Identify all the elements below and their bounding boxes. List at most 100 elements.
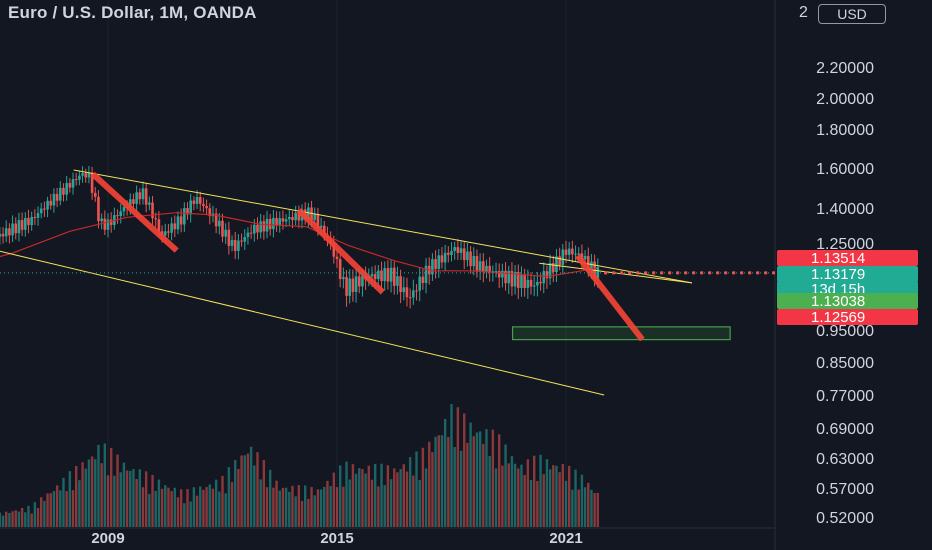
candle	[221, 220, 224, 237]
volume-bar	[564, 480, 568, 527]
volume-bar	[488, 456, 491, 527]
volume-bar	[278, 490, 281, 527]
candle	[431, 259, 434, 275]
volume-bar	[52, 491, 56, 527]
candle	[109, 219, 113, 225]
candle	[380, 270, 383, 282]
candle	[389, 267, 393, 282]
candle	[497, 271, 501, 278]
candle	[17, 220, 21, 234]
price-label-box	[777, 266, 918, 282]
candle	[558, 256, 561, 265]
volume-bar	[1, 515, 5, 527]
volume-bar	[214, 479, 218, 527]
volume-bar	[59, 490, 62, 527]
x-tick-label: 2009	[91, 530, 124, 547]
volume-bar	[577, 489, 580, 527]
volume-bar	[590, 489, 593, 527]
volume-bar	[5, 511, 8, 527]
candle	[233, 240, 237, 251]
candle	[138, 192, 142, 200]
volume-bar	[27, 505, 30, 527]
volume-bar	[259, 479, 262, 527]
candle	[39, 208, 43, 214]
volume-bar	[389, 479, 393, 527]
volume-bar	[224, 493, 227, 527]
volume-bar	[447, 437, 450, 527]
candle	[14, 223, 18, 234]
y-tick-label: 1.40000	[816, 201, 874, 218]
candle	[218, 220, 221, 227]
candle	[173, 223, 177, 230]
candle	[396, 276, 399, 286]
volume-bar	[523, 474, 526, 527]
candle	[335, 256, 339, 260]
volume-bar	[313, 495, 316, 527]
volume-bar	[265, 487, 269, 527]
volume-bar	[354, 473, 358, 527]
volume-bar	[148, 493, 151, 527]
candle	[151, 202, 154, 219]
volume-bar	[482, 443, 485, 527]
volume-bar	[399, 469, 402, 527]
candle	[122, 206, 126, 212]
trend-arrow	[296, 208, 385, 295]
candle	[307, 207, 310, 220]
candle	[523, 275, 526, 288]
candle	[240, 240, 243, 242]
candle	[424, 265, 428, 284]
volume-bar	[529, 479, 533, 527]
currency-button[interactable]: USD	[818, 4, 886, 24]
volume-bar	[154, 490, 157, 527]
price-label: 1.13179	[811, 266, 865, 283]
candle	[195, 196, 199, 204]
volume-bar	[55, 485, 59, 527]
volume-bar	[106, 475, 110, 527]
candle	[275, 217, 278, 226]
volume-bar	[303, 485, 307, 527]
candle	[49, 200, 53, 206]
candle	[434, 259, 437, 269]
candle	[399, 276, 402, 293]
candle	[313, 214, 317, 221]
volume-bar	[205, 487, 208, 527]
candle	[532, 285, 536, 287]
candle	[249, 232, 253, 234]
candle	[84, 173, 88, 178]
volume-bar	[90, 456, 94, 527]
volume-bar	[218, 491, 221, 527]
volume-bar	[415, 451, 418, 527]
candle	[561, 249, 565, 265]
y-tick-label: 1.60000	[816, 161, 874, 178]
volume-bar	[431, 452, 434, 527]
volume-bar	[87, 459, 91, 527]
candle	[580, 253, 584, 260]
candle	[332, 242, 336, 257]
candle	[577, 253, 581, 255]
candle	[281, 218, 285, 222]
volume-bar	[43, 500, 46, 527]
volume-bar	[456, 407, 460, 527]
volume-bar	[249, 446, 253, 527]
candle	[539, 281, 542, 284]
candle	[567, 248, 571, 255]
candle	[144, 188, 148, 205]
candle	[415, 290, 418, 292]
y-tick-label: 1.25000	[816, 236, 874, 253]
candle	[93, 192, 97, 197]
y-tick-label: 2.00000	[816, 91, 874, 108]
candle	[370, 274, 374, 277]
candle	[545, 271, 549, 279]
volume-bar	[199, 486, 202, 527]
candle	[205, 205, 208, 209]
candle	[97, 196, 100, 222]
candle	[520, 275, 523, 289]
volume-bar	[144, 471, 148, 527]
volume-bar	[68, 471, 72, 527]
candle	[447, 252, 450, 255]
volume-bar	[221, 475, 224, 527]
candle	[186, 208, 189, 215]
volume-bar	[297, 485, 301, 527]
candle	[198, 196, 202, 204]
